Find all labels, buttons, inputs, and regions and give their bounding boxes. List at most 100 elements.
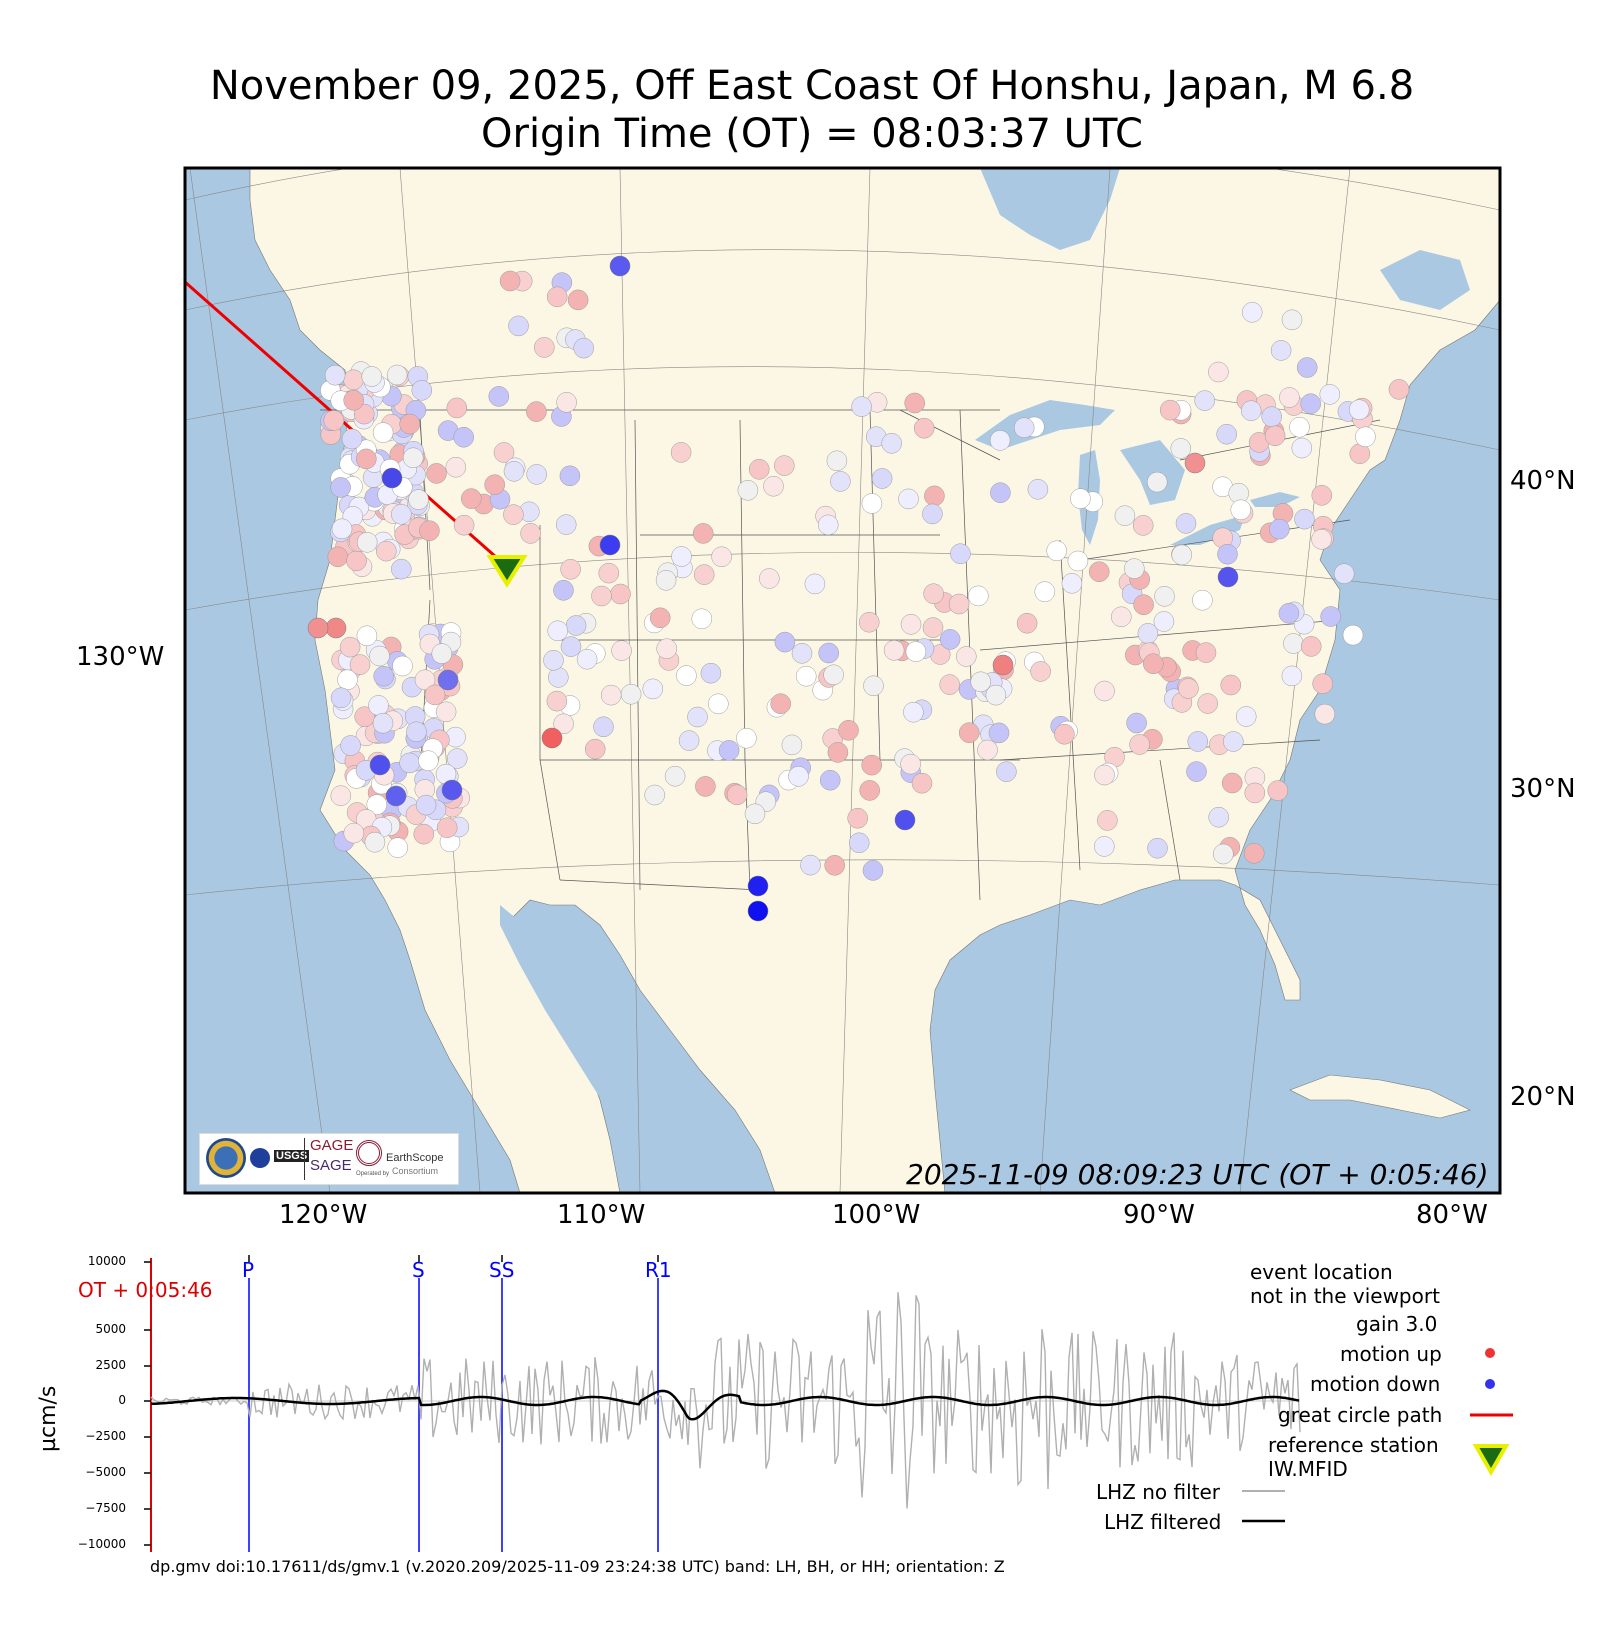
lat-label-40n: 40°N (1510, 466, 1576, 496)
station-marker (1348, 399, 1370, 420)
station-marker (327, 546, 349, 568)
station-marker (399, 413, 420, 435)
station-marker (391, 558, 412, 580)
station-marker (343, 822, 365, 844)
station-marker (1094, 836, 1115, 857)
station-marker (369, 645, 390, 667)
station-marker (977, 739, 998, 761)
station-marker (364, 831, 386, 853)
station-marker (922, 617, 944, 638)
y-tick-label: 2500 (95, 1358, 126, 1372)
station-marker (827, 742, 849, 763)
map-timestamp: 2025-11-09 08:09:23 UTC (OT + 0:05:46) (906, 1158, 1489, 1191)
station-marker (1195, 642, 1217, 663)
earthscope-logo: EarthScope (386, 1152, 444, 1164)
station-marker (356, 625, 378, 647)
station-marker (413, 823, 435, 845)
reference-station-marker (486, 555, 528, 588)
station-marker (1269, 518, 1290, 540)
map-frame (183, 166, 1502, 1195)
station-marker (795, 665, 817, 687)
station-marker (911, 772, 933, 794)
station-marker (435, 701, 457, 723)
station-marker (331, 518, 353, 540)
station-marker (1054, 723, 1075, 745)
station-marker (411, 380, 433, 401)
station-marker (415, 794, 437, 816)
station-marker (408, 489, 429, 510)
cuba (1289, 1074, 1471, 1119)
station-marker (826, 450, 848, 472)
station-marker (1046, 540, 1067, 562)
station-marker (369, 754, 391, 776)
legend-station-code: IW.MFID (1268, 1457, 1348, 1481)
nsf-logo (206, 1138, 246, 1178)
station-marker (488, 386, 510, 407)
motion-down-dot (1485, 1379, 1495, 1389)
station-marker (1147, 837, 1168, 859)
gulf-of-california (500, 905, 615, 1120)
station-marker (848, 832, 870, 854)
station-marker (759, 568, 780, 589)
station-marker (1153, 611, 1175, 632)
station-marker (354, 706, 375, 727)
station-marker (1129, 734, 1150, 755)
station-marker (1289, 416, 1310, 438)
map-panel (185, 168, 1500, 1193)
station-marker (744, 803, 766, 825)
station-marker (678, 730, 700, 751)
station-marker (968, 585, 989, 607)
station-marker (770, 693, 791, 714)
station-marker (1013, 417, 1035, 438)
station-marker (1154, 586, 1175, 607)
station-marker (1114, 505, 1136, 526)
great-circle-path (185, 280, 506, 567)
station-marker (1388, 379, 1410, 400)
station-marker (1171, 544, 1193, 566)
station-marker (1143, 653, 1164, 674)
station-marker (330, 785, 352, 806)
lon-label-120w: 120°W (279, 1200, 368, 1230)
station-marker (1178, 678, 1199, 699)
station-marker (346, 550, 367, 572)
legend-event-location: event location (1250, 1260, 1393, 1284)
station-marker (1111, 606, 1132, 628)
station-marker (1221, 772, 1243, 794)
motion-up-dot (1485, 1348, 1495, 1358)
station-marker (861, 493, 883, 514)
station-marker (692, 523, 714, 544)
station-marker (399, 752, 420, 774)
station-marker (862, 860, 884, 881)
station-marker (386, 364, 408, 386)
station-marker (573, 337, 594, 359)
station-marker (948, 593, 970, 615)
station-marker (1281, 665, 1303, 687)
station-marker (1213, 843, 1234, 865)
station-marker (368, 695, 389, 716)
station-marker (323, 410, 345, 431)
station-marker (1126, 712, 1147, 734)
station-marker (700, 662, 722, 684)
station-marker (970, 671, 991, 693)
station-marker (560, 636, 582, 657)
lon-label-80w: 80°W (1416, 1200, 1488, 1230)
station-marker (989, 430, 1011, 451)
station-marker (898, 488, 919, 510)
raw-trace (150, 1292, 1301, 1509)
station-marker (493, 442, 515, 463)
station-marker (1208, 806, 1229, 828)
gage-logo: GAGE (310, 1137, 354, 1154)
y-tick-label: 5000 (95, 1322, 126, 1336)
station-marker (1278, 603, 1300, 624)
station-marker (788, 766, 809, 787)
station-marker (924, 485, 945, 507)
station-marker (1094, 764, 1115, 786)
station-marker (800, 854, 821, 876)
y-tick-label: −7500 (85, 1501, 126, 1515)
station-marker (341, 428, 363, 450)
station-marker (419, 520, 440, 541)
station-marker (565, 615, 587, 636)
station-marker (499, 270, 521, 292)
station-marker (804, 573, 826, 595)
